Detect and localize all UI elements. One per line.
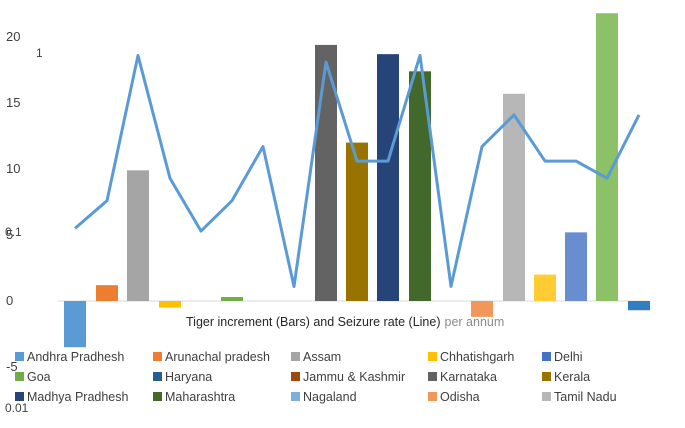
- legend-label: Karnataka: [440, 370, 497, 384]
- legend-label: Jammu & Kashmir: [303, 370, 405, 384]
- legend-label: Tamil Nadu: [554, 390, 617, 404]
- bar: [127, 170, 149, 301]
- bar: [534, 274, 556, 301]
- legend-swatch: [15, 392, 24, 401]
- legend-swatch: [542, 352, 551, 361]
- legend-label: Nagaland: [303, 390, 357, 404]
- legend-swatch: [542, 372, 551, 381]
- legend-swatch: [428, 372, 437, 381]
- legend-label: Maharashtra: [165, 390, 235, 404]
- y-tick-label: 0: [6, 293, 13, 308]
- bar: [409, 71, 431, 301]
- legend-swatch: [428, 392, 437, 401]
- bar: [628, 301, 650, 311]
- legend-swatch: [153, 352, 162, 361]
- seizure-rate-line: [74, 53, 641, 288]
- secondary-y-tick-label: 0.1: [5, 225, 22, 239]
- legend-swatch: [428, 352, 437, 361]
- secondary-y-tick-label: 1: [36, 46, 43, 60]
- x-axis-title-suffix: per annum: [445, 315, 505, 329]
- y-tick-label: -5: [6, 359, 18, 374]
- legend-label: Assam: [303, 350, 341, 364]
- bar: [596, 13, 618, 302]
- legend-label: Delhi: [554, 350, 583, 364]
- legend: Andhra Pradhesh Arunachal pradesh Assam Chh…: [15, 350, 617, 404]
- bars: [64, 13, 650, 348]
- legend-label: Kerala: [554, 370, 590, 384]
- y-tick-label: -10: [6, 425, 25, 428]
- y-tick-label: 15: [6, 95, 20, 110]
- legend-label: Madhya Pradhesh: [27, 390, 129, 404]
- x-axis-title: Tiger increment (Bars) and Seizure rate …: [186, 315, 504, 329]
- y-tick-label: 10: [6, 161, 20, 176]
- bar: [64, 301, 86, 348]
- y-tick-label: 5: [6, 227, 13, 242]
- legend-swatch: [153, 372, 162, 381]
- bar: [565, 232, 587, 301]
- bar: [471, 301, 493, 317]
- bar: [377, 54, 399, 301]
- legend-swatch: [291, 372, 300, 381]
- legend-label: Haryana: [165, 370, 212, 384]
- legend-swatch: [542, 392, 551, 401]
- legend-label: Goa: [27, 370, 51, 384]
- secondary-y-tick-label: 0.01: [5, 401, 29, 415]
- legend-label: Chhatishgarh: [440, 350, 514, 364]
- bar: [96, 285, 118, 301]
- bar: [221, 297, 243, 301]
- legend-swatch: [291, 392, 300, 401]
- x-axis-title-main: Tiger increment (Bars) and Seizure rate …: [186, 315, 441, 329]
- legend-swatch: [291, 352, 300, 361]
- y-axis-ticks: -10-50510152025: [6, 29, 25, 428]
- legend-label: Odisha: [440, 390, 480, 404]
- legend-swatch: [15, 372, 24, 381]
- bar: [346, 142, 368, 301]
- y-tick-label: 20: [6, 29, 20, 44]
- secondary-y-axis-ticks: 0.01 0.1 1: [5, 46, 43, 415]
- bar: [159, 301, 181, 308]
- legend-label: Andhra Pradhesh: [27, 350, 124, 364]
- legend-swatch: [153, 392, 162, 401]
- legend-label: Arunachal pradesh: [165, 350, 270, 364]
- bar: [503, 93, 525, 301]
- legend-swatch: [15, 352, 24, 361]
